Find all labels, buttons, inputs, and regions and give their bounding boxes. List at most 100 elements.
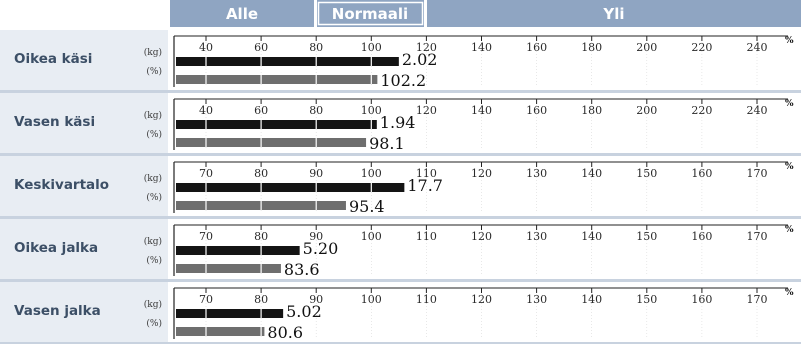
- row-divider: [0, 90, 801, 93]
- axis-tick-label: 110: [416, 167, 437, 180]
- axis-tick-label: 200: [636, 41, 657, 54]
- axis-tick-label: 70: [199, 167, 213, 180]
- axis-tick-label: 100: [361, 230, 382, 243]
- segment-name: Oikea jalka: [14, 240, 98, 256]
- axis-tick-label: 140: [471, 41, 492, 54]
- axis-tick-label: 80: [254, 230, 268, 243]
- row-divider: [0, 153, 801, 156]
- axis-tick-label: 70: [199, 230, 213, 243]
- segment-row: Oikea jalka (kg) (%) 70 80 90 100 110 120 130 140 1…: [0, 219, 801, 282]
- pct-bar: [176, 264, 281, 273]
- pct-value-label: 80.6: [267, 323, 303, 342]
- axis-tick-label: 120: [416, 104, 437, 117]
- axis-tick-label: 80: [309, 104, 323, 117]
- axis-tick-label: 160: [691, 230, 712, 243]
- pct-bar: [176, 327, 265, 336]
- unit-kg-label: (kg): [144, 299, 162, 310]
- unit-pct-label: (%): [146, 192, 162, 203]
- kg-bar: [176, 246, 300, 255]
- axis-percent-sign: %: [785, 99, 794, 109]
- axis-tick-label: 170: [747, 293, 768, 306]
- axis-tick-label: 140: [581, 230, 602, 243]
- axis-tick-label: 130: [526, 167, 547, 180]
- axis-tick-label: 170: [747, 167, 768, 180]
- axis-tick-label: 130: [526, 293, 547, 306]
- axis-tick-label: 160: [526, 104, 547, 117]
- axis-tick-label: 240: [747, 41, 768, 54]
- header-normaali-cell: [317, 0, 424, 27]
- row-divider: [0, 342, 801, 344]
- kg-bar: [176, 309, 284, 318]
- header-normaali-label: Normaali: [332, 5, 408, 23]
- row-divider: [0, 279, 801, 282]
- kg-value-label: 5.20: [303, 239, 339, 258]
- chart-rows: Oikea käsi (kg) (%) 40 60 80 100 120 140 160 180 20…: [0, 30, 801, 344]
- unit-pct-label: (%): [146, 66, 162, 77]
- axis-tick-label: 70: [199, 293, 213, 306]
- segment-label-cell: [0, 30, 168, 90]
- axis-tick-label: 100: [361, 293, 382, 306]
- segment-name: Vasen jalka: [14, 303, 101, 319]
- kg-bar: [176, 120, 377, 129]
- segment-row: Vasen käsi (kg) (%) 40 60 80 100 120 140 160 180 20…: [0, 93, 801, 156]
- kg-value-label: 5.02: [286, 302, 322, 321]
- axis-tick-label: 90: [309, 293, 323, 306]
- header-bar: Alle Normaali Yli: [0, 0, 801, 27]
- axis-tick-label: 160: [691, 167, 712, 180]
- axis-tick-label: 180: [581, 104, 602, 117]
- axis-tick-label: 220: [691, 104, 712, 117]
- axis-tick-label: 140: [471, 104, 492, 117]
- axis-tick-label: 60: [254, 41, 268, 54]
- header-yli-label: Yli: [602, 5, 624, 23]
- axis-tick-label: 120: [416, 41, 437, 54]
- axis-tick-label: 130: [526, 230, 547, 243]
- segment-name: Vasen käsi: [14, 114, 95, 130]
- axis-tick-label: 150: [636, 293, 657, 306]
- segment-row: Keskivartalo (kg) (%) 70 80 90 100 110 120 130 140…: [0, 156, 801, 219]
- pct-value-label: 98.1: [369, 134, 405, 153]
- axis-percent-sign: %: [785, 225, 794, 235]
- row-divider: [0, 216, 801, 219]
- pct-value-label: 83.6: [284, 260, 320, 279]
- axis-tick-label: 100: [361, 104, 382, 117]
- axis-tick-label: 100: [361, 167, 382, 180]
- axis-tick-label: 120: [471, 167, 492, 180]
- axis-percent-sign: %: [785, 162, 794, 172]
- axis-percent-sign: %: [785, 36, 794, 46]
- axis-tick-label: 120: [471, 293, 492, 306]
- pct-bar: [176, 138, 367, 147]
- header-normaali-outline: [317, 1, 424, 26]
- header-yli-cell: [427, 0, 801, 27]
- unit-kg-label: (kg): [144, 173, 162, 184]
- axis-tick-label: 180: [581, 41, 602, 54]
- header-corner-cell: [0, 0, 168, 27]
- axis-tick-label: 40: [199, 104, 213, 117]
- unit-pct-label: (%): [146, 129, 162, 140]
- segment-name: Oikea käsi: [14, 51, 92, 67]
- segment-label-cell: [0, 93, 168, 153]
- unit-pct-label: (%): [146, 318, 162, 329]
- kg-bar: [176, 57, 399, 66]
- unit-kg-label: (kg): [144, 47, 162, 58]
- segment-row: Vasen jalka (kg) (%) 70 80 90 100 110 120 130 140 1…: [0, 282, 801, 344]
- header-alle-label: Alle: [226, 5, 258, 23]
- axis-tick-label: 90: [309, 167, 323, 180]
- pct-value-label: 95.4: [349, 197, 385, 216]
- axis-tick-label: 140: [581, 293, 602, 306]
- axis-tick-label: 110: [416, 230, 437, 243]
- segment-row: Oikea käsi (kg) (%) 40 60 80 100 120 140 160 180 20…: [0, 30, 801, 93]
- axis-tick-label: 80: [254, 293, 268, 306]
- kg-value-label: 17.7: [407, 176, 443, 195]
- axis-tick-label: 240: [747, 104, 768, 117]
- axis-tick-label: 90: [309, 230, 323, 243]
- axis-tick-label: 80: [254, 167, 268, 180]
- pct-bar: [176, 75, 378, 84]
- axis-tick-label: 80: [309, 41, 323, 54]
- unit-kg-label: (kg): [144, 236, 162, 247]
- axis-tick-label: 140: [581, 167, 602, 180]
- segment-name: Keskivartalo: [14, 177, 109, 193]
- axis-tick-label: 60: [254, 104, 268, 117]
- unit-pct-label: (%): [146, 255, 162, 266]
- axis-tick-label: 150: [636, 230, 657, 243]
